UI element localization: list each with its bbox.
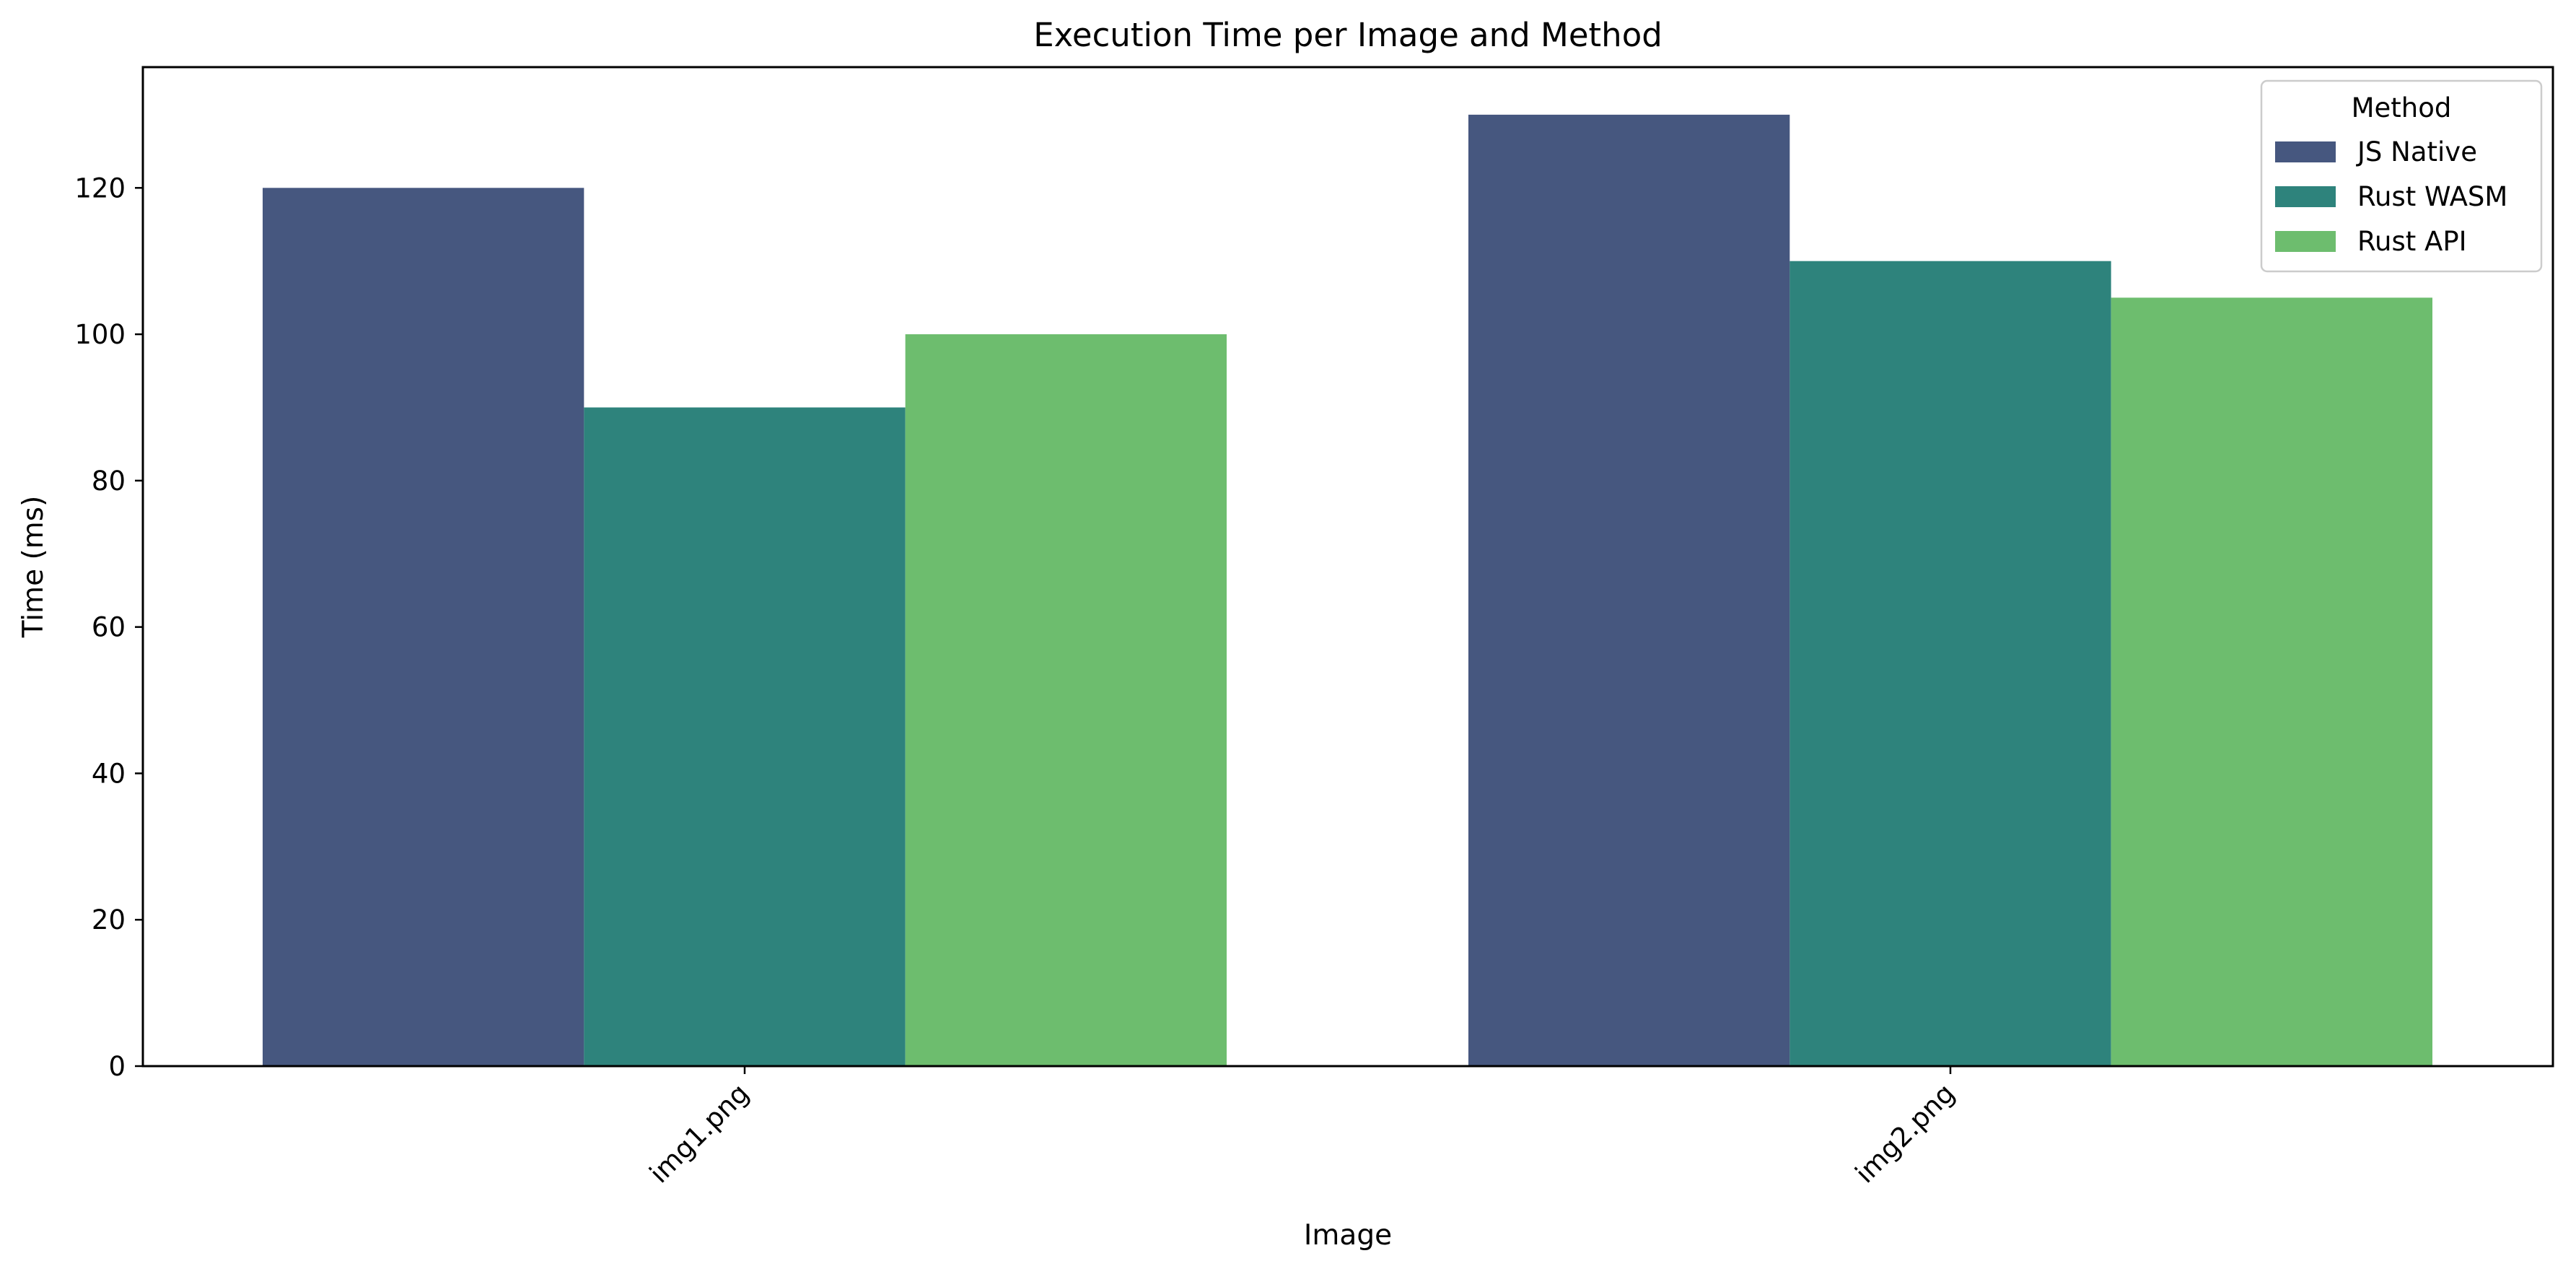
y-axis: 0 20 40 60 80 100 120 xyxy=(74,173,143,1082)
y-tick-label: 120 xyxy=(74,173,126,204)
y-tick-label: 20 xyxy=(92,904,126,935)
bar-rust-wasm-1 xyxy=(584,407,906,1066)
y-tick-label: 60 xyxy=(92,612,126,643)
bar-rust-wasm-2 xyxy=(1789,261,2111,1066)
x-tick-label: img2.png xyxy=(1849,1078,1961,1190)
x-tick-label: img1.png xyxy=(644,1078,755,1190)
y-tick-label: 0 xyxy=(108,1051,126,1082)
bars xyxy=(263,114,2432,1067)
legend-title: Method xyxy=(2352,92,2452,123)
chart-title: Execution Time per Image and Method xyxy=(1033,16,1662,54)
legend-label: Rust API xyxy=(2357,226,2467,257)
legend-label: Rust WASM xyxy=(2357,181,2507,212)
y-tick-label: 40 xyxy=(92,758,126,789)
bar-js-native-1 xyxy=(263,188,584,1067)
bar-js-native-2 xyxy=(1468,114,1790,1066)
x-axis-label: Image xyxy=(1304,1219,1392,1252)
x-axis: img1.png img2.png xyxy=(644,1066,1961,1189)
legend-swatch xyxy=(2275,141,2336,162)
y-tick-label: 100 xyxy=(74,319,126,350)
legend-frame xyxy=(2260,79,2543,273)
y-axis-label: Time (ms) xyxy=(17,496,50,639)
legend-swatch xyxy=(2275,231,2336,252)
y-tick-label: 80 xyxy=(92,466,126,497)
plot-frame xyxy=(141,66,2554,1068)
legend-items: JS Native Rust WASM Rust API xyxy=(2275,136,2507,257)
legend: Method JS Native Rust WASM Rust API xyxy=(2260,79,2543,273)
bar-rust-api-2 xyxy=(2111,297,2432,1066)
legend-swatch xyxy=(2275,186,2336,207)
legend-label: JS Native xyxy=(2356,136,2477,167)
bar-rust-api-1 xyxy=(905,334,1227,1067)
